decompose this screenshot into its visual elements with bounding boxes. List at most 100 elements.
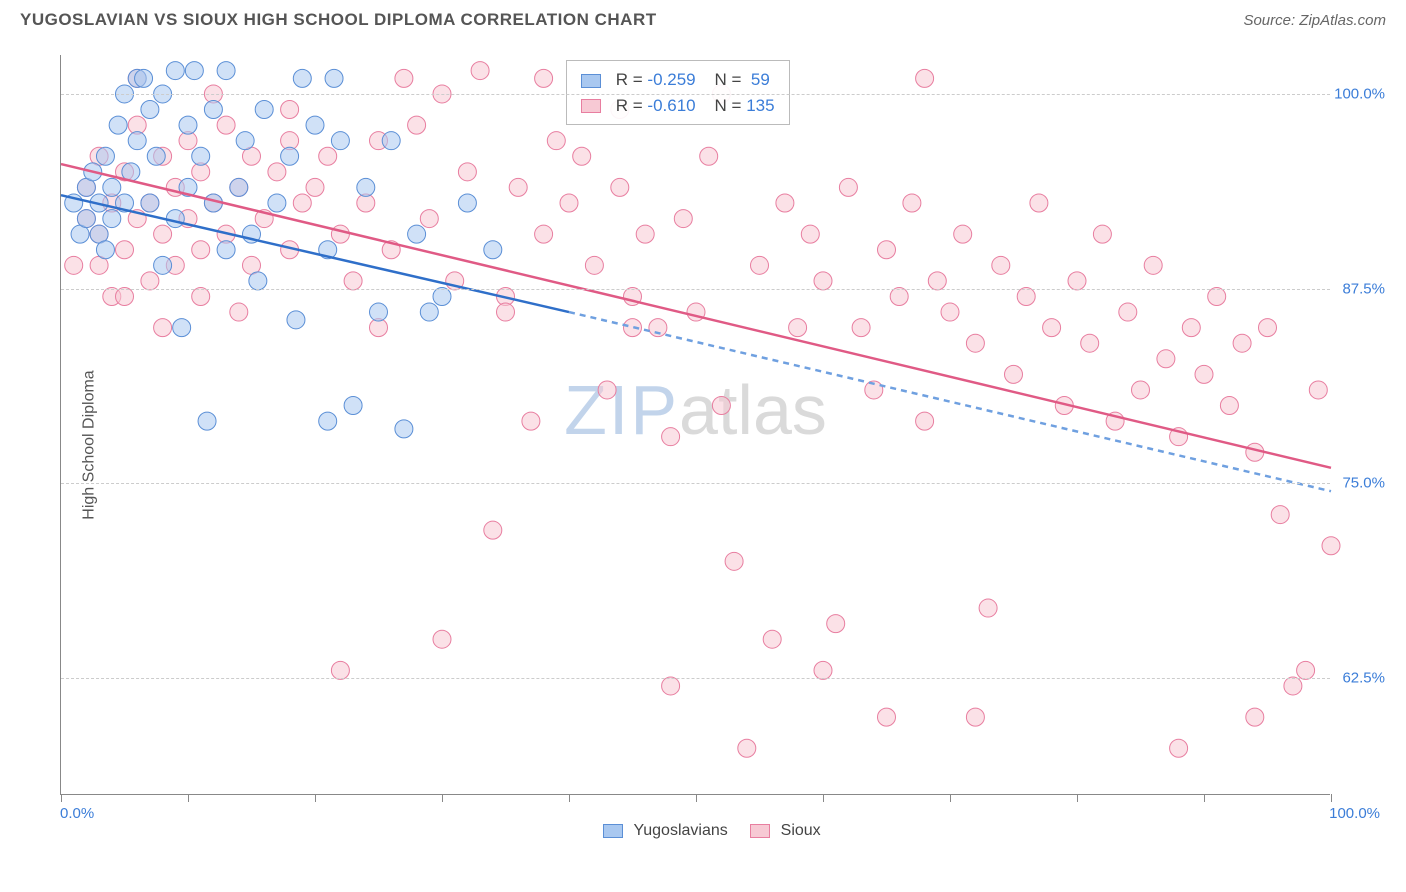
data-point (268, 163, 286, 181)
data-point (700, 147, 718, 165)
data-point (293, 69, 311, 87)
x-tick (569, 794, 570, 802)
data-point (116, 287, 134, 305)
data-point (141, 272, 159, 290)
data-point (1322, 537, 1340, 555)
data-point (1246, 708, 1264, 726)
data-point (319, 412, 337, 430)
x-tick (61, 794, 62, 802)
data-point (217, 62, 235, 80)
data-point (1093, 225, 1111, 243)
data-point (433, 287, 451, 305)
data-point (217, 116, 235, 134)
data-point (1297, 661, 1315, 679)
data-point (827, 615, 845, 633)
data-point (992, 256, 1010, 274)
data-point (154, 256, 172, 274)
x-tick (315, 794, 316, 802)
data-point (1259, 319, 1277, 337)
data-point (236, 132, 254, 150)
data-point (370, 303, 388, 321)
x-tick (696, 794, 697, 802)
data-point (109, 116, 127, 134)
data-point (585, 256, 603, 274)
data-point (230, 178, 248, 196)
data-point (903, 194, 921, 212)
data-point (281, 101, 299, 119)
y-tick-label: 75.0% (1342, 475, 1385, 492)
data-point (185, 62, 203, 80)
data-point (306, 116, 324, 134)
data-point (598, 381, 616, 399)
x-min-label: 0.0% (60, 805, 94, 822)
data-point (954, 225, 972, 243)
data-point (1195, 365, 1213, 383)
data-point (154, 225, 172, 243)
y-tick-label: 87.5% (1342, 280, 1385, 297)
data-point (458, 163, 476, 181)
data-point (1043, 319, 1061, 337)
data-point (751, 256, 769, 274)
data-point (192, 287, 210, 305)
data-point (738, 739, 756, 757)
x-tick (1077, 794, 1078, 802)
r-value-yugoslavians: -0.259 (647, 70, 695, 89)
chart-title: YUGOSLAVIAN VS SIOUX HIGH SCHOOL DIPLOMA… (20, 10, 657, 30)
data-point (509, 178, 527, 196)
data-point (331, 225, 349, 243)
data-point (141, 101, 159, 119)
data-point (395, 420, 413, 438)
data-point (65, 256, 83, 274)
r-label: R = (616, 70, 643, 89)
data-point (128, 132, 146, 150)
data-point (408, 225, 426, 243)
legend-row-sioux: R = -0.610 N = 135 (581, 93, 775, 119)
data-point (96, 241, 114, 259)
r-value-sioux: -0.610 (647, 96, 695, 115)
gridline (61, 94, 1330, 95)
data-point (255, 101, 273, 119)
data-point (306, 178, 324, 196)
data-point (204, 101, 222, 119)
trend-line (61, 164, 1331, 468)
data-point (547, 132, 565, 150)
data-point (712, 397, 730, 415)
data-point (147, 147, 165, 165)
data-point (801, 225, 819, 243)
data-point (789, 319, 807, 337)
data-point (230, 303, 248, 321)
data-point (611, 178, 629, 196)
data-point (484, 521, 502, 539)
data-point (293, 194, 311, 212)
data-point (249, 272, 267, 290)
data-point (966, 708, 984, 726)
data-point (916, 412, 934, 430)
data-point (814, 272, 832, 290)
data-point (103, 178, 121, 196)
n-label: N = (715, 70, 742, 89)
data-point (878, 708, 896, 726)
chart-svg (61, 55, 1331, 795)
data-point (928, 272, 946, 290)
data-point (890, 287, 908, 305)
data-point (662, 677, 680, 695)
data-point (287, 311, 305, 329)
data-point (916, 69, 934, 87)
data-point (103, 210, 121, 228)
data-point (281, 147, 299, 165)
y-tick-label: 100.0% (1334, 85, 1385, 102)
data-point (1132, 381, 1150, 399)
n-value-yugoslavians: 59 (751, 70, 770, 89)
data-point (217, 241, 235, 259)
source-label: Source: ZipAtlas.com (1243, 12, 1386, 29)
data-point (966, 334, 984, 352)
data-point (852, 319, 870, 337)
data-point (166, 62, 184, 80)
x-tick (188, 794, 189, 802)
data-point (382, 132, 400, 150)
data-point (198, 412, 216, 430)
x-tick (1331, 794, 1332, 802)
data-point (173, 319, 191, 337)
data-point (135, 69, 153, 87)
data-point (357, 178, 375, 196)
